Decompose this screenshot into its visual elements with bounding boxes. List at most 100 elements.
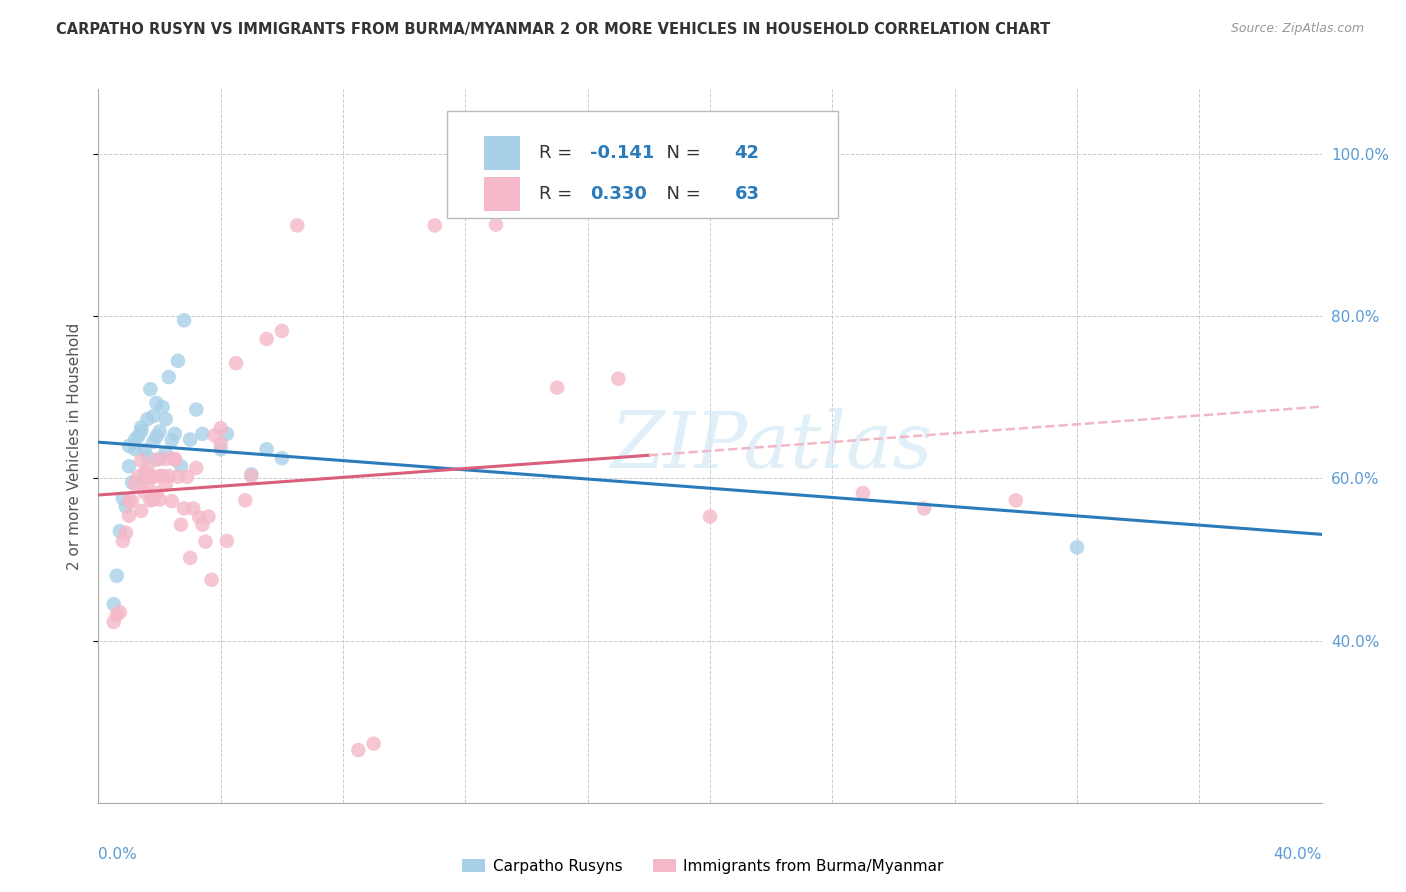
Point (139, 382, 162, 396)
Point (200, 573, 222, 587)
Point (139, 493, 162, 508)
Point (215, 533, 238, 548)
Point (103, 597, 125, 611)
Point (546, 381, 568, 395)
Y-axis label: 2 or more Vehicles in Household: 2 or more Vehicles in Household (67, 322, 83, 570)
Point (118, 494, 141, 508)
Point (607, 372, 630, 386)
Point (188, 510, 211, 524)
Point (209, 442, 232, 457)
Point (181, 501, 204, 516)
Point (157, 469, 180, 483)
Text: N =: N = (655, 144, 706, 162)
Point (186, 461, 208, 475)
Point (176, 470, 198, 484)
Point (157, 370, 180, 384)
Point (124, 477, 146, 491)
Point (136, 412, 159, 426)
Point (270, 451, 292, 466)
Point (215, 426, 238, 441)
Point (136, 450, 159, 464)
FancyBboxPatch shape (484, 177, 520, 211)
Point (485, 218, 508, 232)
Point (129, 420, 152, 434)
Point (142, 409, 165, 423)
Point (912, 501, 935, 516)
Point (209, 436, 232, 450)
Point (699, 509, 721, 524)
Point (129, 453, 152, 467)
Point (136, 478, 159, 492)
Point (1004, 493, 1026, 508)
Text: 0.0%: 0.0% (98, 847, 138, 863)
Point (111, 533, 134, 548)
Point (160, 494, 183, 508)
Point (233, 493, 256, 508)
Point (423, 219, 446, 233)
Point (225, 356, 247, 370)
Text: N =: N = (655, 185, 706, 202)
Point (134, 485, 156, 500)
Point (105, 568, 128, 582)
Point (145, 396, 167, 410)
Point (149, 452, 172, 467)
Point (111, 491, 134, 506)
Text: CARPATHO RUSYN VS IMMIGRANTS FROM BURMA/MYANMAR 2 OR MORE VEHICLES IN HOUSEHOLD : CARPATHO RUSYN VS IMMIGRANTS FROM BURMA/… (56, 22, 1050, 37)
Point (240, 469, 263, 483)
Text: R =: R = (538, 185, 578, 202)
Point (256, 332, 278, 346)
Point (155, 452, 177, 467)
Point (186, 402, 208, 417)
Point (129, 504, 152, 518)
Point (173, 501, 195, 516)
Point (121, 475, 143, 490)
Point (155, 412, 177, 426)
Point (163, 452, 186, 467)
Point (134, 466, 156, 480)
Point (155, 445, 177, 459)
Point (118, 439, 141, 453)
Point (142, 470, 165, 484)
Point (145, 486, 167, 500)
Point (139, 469, 162, 483)
Point (149, 492, 172, 507)
Point (134, 443, 156, 458)
Point (209, 421, 232, 435)
Text: ZIPatlas: ZIPatlas (610, 408, 932, 484)
Point (163, 452, 186, 467)
Point (134, 471, 156, 485)
Point (121, 494, 143, 508)
Point (167, 354, 190, 368)
Point (115, 525, 138, 540)
Point (149, 469, 172, 483)
Point (191, 426, 214, 441)
Text: R =: R = (538, 144, 578, 162)
Point (152, 469, 174, 483)
Point (170, 459, 193, 474)
Point (160, 434, 183, 448)
Point (129, 425, 152, 439)
Point (115, 500, 138, 514)
Text: -0.141: -0.141 (591, 144, 655, 162)
Point (170, 517, 193, 532)
Point (127, 429, 149, 443)
Text: 0.330: 0.330 (591, 185, 647, 202)
Point (142, 434, 165, 449)
Point (173, 313, 195, 327)
Point (270, 324, 292, 338)
Point (285, 219, 308, 233)
Point (105, 607, 128, 622)
Point (136, 461, 159, 475)
Point (152, 400, 174, 414)
Point (145, 452, 167, 467)
FancyBboxPatch shape (447, 111, 838, 218)
Point (118, 459, 141, 474)
Text: 40.0%: 40.0% (1274, 847, 1322, 863)
Point (167, 470, 190, 484)
Text: Source: ZipAtlas.com: Source: ZipAtlas.com (1230, 22, 1364, 36)
Point (108, 605, 131, 619)
Point (124, 442, 146, 457)
Point (240, 467, 263, 482)
Point (108, 524, 131, 538)
Point (204, 428, 226, 442)
